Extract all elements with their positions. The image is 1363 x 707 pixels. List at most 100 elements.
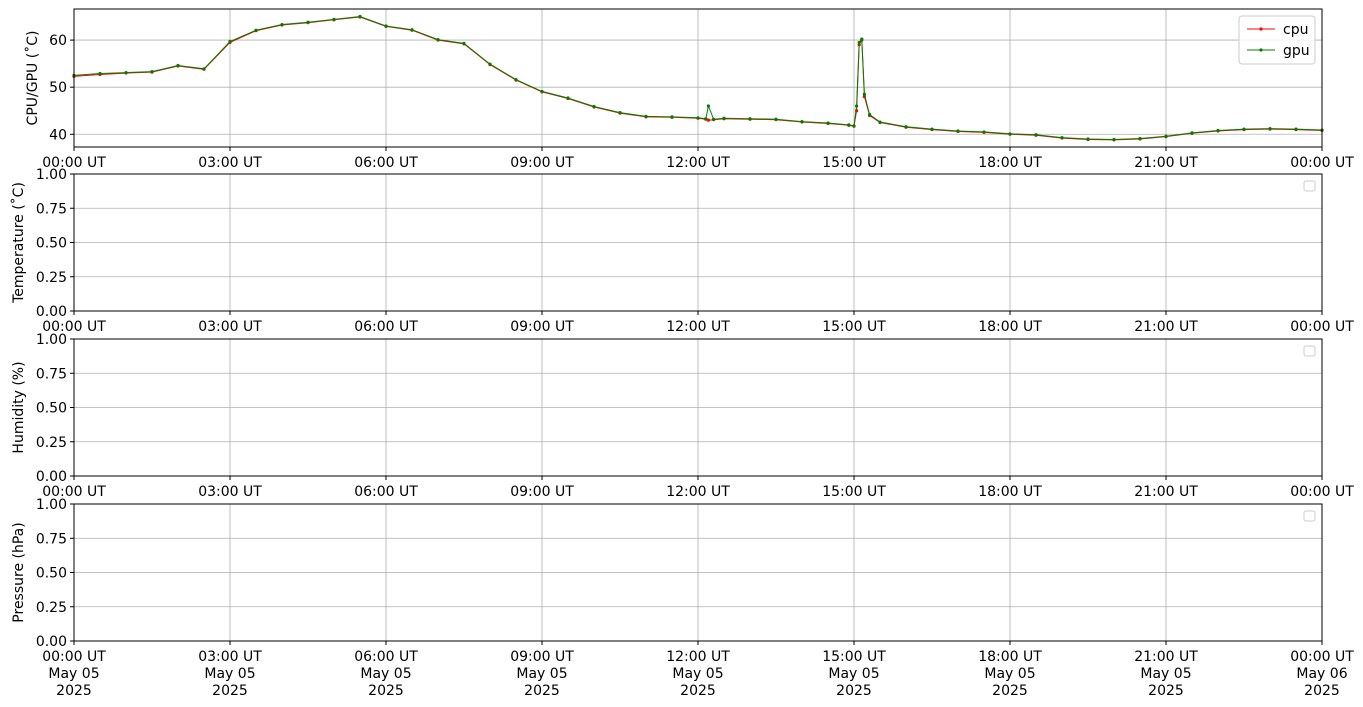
x-tick-label: May 05 xyxy=(1140,666,1191,682)
x-tick-label: 21:00 UT xyxy=(1134,649,1198,665)
x-tick-label: 00:00 UT xyxy=(42,155,106,171)
x-tick-label: 15:00 UT xyxy=(822,649,886,665)
x-tick-label: 00:00 UT xyxy=(1290,484,1354,500)
x-tick-label: May 05 xyxy=(360,666,411,682)
panel-3: 0.00 0.25 0.50 0.75 1.00 00:00 UT 03:00 UT 06:0… xyxy=(11,332,1354,500)
x-tick-label: 00:00 UT xyxy=(42,319,106,335)
x-tick-label: 03:00 UT xyxy=(198,649,262,665)
y-tick-label: 0.25 xyxy=(36,270,67,286)
series-gpu-point xyxy=(868,112,872,117)
series-gpu-point xyxy=(774,117,778,121)
x-tick-label: 18:00 UT xyxy=(978,484,1042,500)
series-gpu-point xyxy=(98,71,102,76)
series-gpu-point xyxy=(982,130,986,134)
x-tick-label: 09:00 UT xyxy=(510,484,574,500)
x-tick-label: 06:00 UT xyxy=(354,484,418,500)
x-tick-label: May 05 xyxy=(48,666,99,682)
legend-label-gpu: gpu xyxy=(1283,43,1310,59)
series-gpu-point xyxy=(862,92,867,96)
x-tick-label: 2025 xyxy=(524,683,560,699)
panel-2: 0.00 0.25 0.50 0.75 1.00 00:00 UT 03:00 UT 06:0… xyxy=(10,167,1354,335)
series-gpu-point xyxy=(462,41,466,45)
series-gpu-point xyxy=(800,119,804,124)
y-tick-label: 0.00 xyxy=(36,634,67,650)
x-tick-label: 18:00 UT xyxy=(978,155,1042,171)
legend-empty xyxy=(1303,345,1316,357)
x-tick-label: 21:00 UT xyxy=(1134,319,1198,335)
series-gpu-point xyxy=(358,14,362,19)
x-tick-label: 00:00 UT xyxy=(1290,155,1354,171)
y-axis-label: Humidity (%) xyxy=(11,361,27,453)
series-gpu-point xyxy=(1138,136,1142,141)
y-tick-label: 0.75 xyxy=(36,366,67,382)
series-gpu-point xyxy=(1008,132,1012,136)
series-gpu-point xyxy=(1190,131,1194,135)
x-tick-label: May 05 xyxy=(984,666,1035,682)
series-gpu-point xyxy=(1086,137,1090,141)
x-tick-label: 09:00 UT xyxy=(510,649,574,665)
series-gpu-point xyxy=(748,117,752,121)
series-gpu-point xyxy=(857,40,861,45)
series-gpu-point xyxy=(1268,127,1272,131)
series-gpu-point xyxy=(384,24,388,28)
x-tick-label: 21:00 UT xyxy=(1134,155,1198,171)
x-tick-label: 12:00 UT xyxy=(666,649,730,665)
x-tick-label: 2025 xyxy=(680,683,716,699)
series-gpu-point xyxy=(712,117,716,121)
x-tick-label: 03:00 UT xyxy=(198,484,262,500)
series-gpu-point xyxy=(704,117,708,121)
x-tick-label: 12:00 UT xyxy=(666,484,730,500)
x-tick-label: May 05 xyxy=(204,666,255,682)
series-gpu-point xyxy=(1060,135,1064,140)
series-gpu-point xyxy=(706,104,711,108)
legend-label-cpu: cpu xyxy=(1283,22,1308,38)
series-gpu-point xyxy=(410,28,414,32)
series-gpu-point xyxy=(1112,137,1116,142)
legend-marker-cpu xyxy=(1259,27,1263,31)
x-tick-label: 15:00 UT xyxy=(822,484,886,500)
x-tick-label: 00:00 UT xyxy=(1290,319,1354,335)
series-gpu-point xyxy=(254,28,258,32)
series-gpu-point xyxy=(1294,127,1298,131)
series-gpu-point xyxy=(855,104,859,108)
series-gpu-point xyxy=(592,104,596,109)
series-gpu-point xyxy=(176,63,180,68)
series-gpu-point xyxy=(930,127,934,131)
series-gpu-point xyxy=(1216,128,1220,133)
series-gpu-point xyxy=(644,114,648,118)
x-tick-label: 21:00 UT xyxy=(1134,484,1198,500)
legend: cpu gpu xyxy=(1238,15,1316,65)
series-gpu-point xyxy=(860,37,864,41)
series-gpu-point xyxy=(670,115,674,119)
series-gpu-point xyxy=(150,70,154,74)
y-tick-label: 60 xyxy=(49,33,67,49)
y-tick-label: 0.25 xyxy=(36,600,67,616)
series-gpu-point xyxy=(722,116,726,120)
x-tick-label: 00:00 UT xyxy=(42,649,106,665)
x-tick-label: 2025 xyxy=(1304,683,1340,699)
series-gpu-point xyxy=(280,22,284,27)
y-tick-label: 0.50 xyxy=(36,236,67,252)
y-tick-label: 0.00 xyxy=(36,469,67,485)
x-tick-label: 18:00 UT xyxy=(978,649,1042,665)
x-tick-label: 03:00 UT xyxy=(198,155,262,171)
series-gpu-point xyxy=(488,62,492,66)
series-cpu-point xyxy=(706,118,711,122)
y-axis-label: Pressure (hPa) xyxy=(11,522,27,622)
x-tick-label: 2025 xyxy=(836,683,872,699)
series-gpu-point xyxy=(878,120,882,124)
x-tick-label: 2025 xyxy=(1148,683,1184,699)
series-gpu-point xyxy=(847,123,851,127)
y-tick-label: 0.75 xyxy=(36,201,67,217)
panel-1: 40 50 60 00:00 UT 03:00 UT 06:00 UT 09:00 UT 12… xyxy=(24,8,1354,171)
x-tick-label: 12:00 UT xyxy=(666,319,730,335)
x-tick-label: 12:00 UT xyxy=(666,155,730,171)
x-tick-label: 03:00 UT xyxy=(198,319,262,335)
x-tick-label: 09:00 UT xyxy=(510,155,574,171)
y-tick-label: 1.00 xyxy=(36,332,67,348)
x-tick-label: 06:00 UT xyxy=(354,649,418,665)
y-tick-label: 40 xyxy=(49,127,67,143)
series-gpu-point xyxy=(696,116,700,120)
series-gpu-point xyxy=(124,70,128,75)
